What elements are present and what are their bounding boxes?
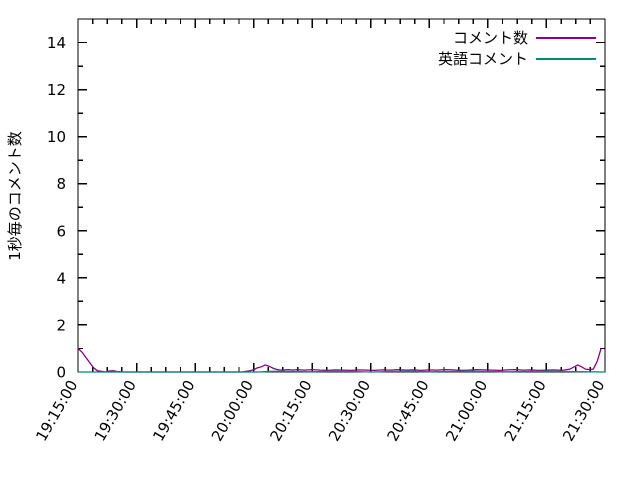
y-tick-label: 0 — [56, 364, 66, 382]
series-line-2 — [78, 370, 606, 373]
x-tick-label: 20:30:00 — [325, 377, 374, 444]
x-axis-tick-labels: 19:15:00 19:30:00 19:45:00 20:00:00 20:15:00… — [32, 377, 608, 444]
x-axis-ticks — [77, 19, 606, 372]
x-tick-label: 19:45:00 — [149, 377, 198, 444]
y-axis-ticks — [78, 41, 605, 373]
x-tick-label: 20:00:00 — [208, 377, 257, 444]
y-axis-tick-labels: 0 2 4 6 8 10 12 14 — [47, 34, 66, 381]
plot-frame-rect — [77, 18, 606, 373]
plot-frame — [77, 18, 606, 373]
x-tick-label: 19:15:00 — [32, 377, 81, 444]
y-axis-title: 1秒毎のコメント数 — [6, 131, 24, 261]
legend-label-2: 英語コメント — [438, 50, 528, 68]
x-tick-label: 21:15:00 — [501, 377, 550, 444]
data-series-group — [77, 347, 606, 373]
x-tick-label: 20:15:00 — [266, 377, 315, 444]
y-tick-label: 2 — [56, 316, 66, 334]
y-tick-label: 14 — [47, 34, 66, 52]
y-tick-label: 10 — [47, 128, 66, 146]
legend-label-1: コメント数 — [453, 29, 528, 47]
y-axis-title-group: 1秒毎のコメント数 — [6, 131, 24, 261]
x-tick-label: 19:30:00 — [91, 377, 140, 444]
x-tick-label: 21:00:00 — [442, 377, 491, 444]
y-tick-label: 4 — [56, 269, 66, 287]
x-tick-label: 20:45:00 — [384, 377, 433, 444]
y-tick-label: 8 — [56, 175, 66, 193]
y-tick-label: 12 — [47, 81, 66, 99]
y-tick-label: 6 — [56, 222, 66, 240]
x-tick-label: 21:30:00 — [559, 377, 608, 444]
series-line-1 — [77, 347, 602, 373]
